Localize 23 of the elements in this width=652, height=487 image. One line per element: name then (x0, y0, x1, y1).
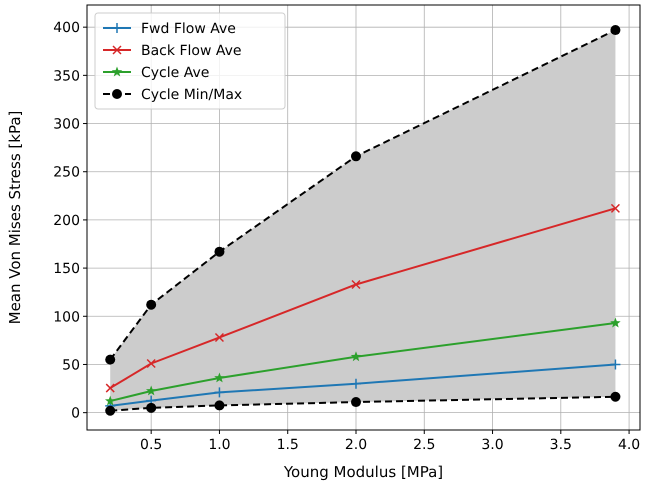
y-tick-label: 50 (62, 357, 80, 374)
legend-label: Cycle Ave (141, 65, 210, 81)
y-tick-label: 100 (53, 309, 80, 326)
legend-label: Cycle Min/Max (141, 87, 242, 103)
y-tick-label: 150 (53, 261, 80, 278)
x-axis-title: Young Modulus [MPa] (282, 463, 444, 481)
x-tick-label: 4.0 (618, 437, 640, 453)
y-tick-label: 300 (53, 116, 80, 133)
y-tick-label: 0 (71, 406, 80, 422)
x-tick-label: 1.5 (276, 437, 299, 453)
y-tick-label: 400 (53, 20, 80, 36)
legend-label: Back Flow Ave (141, 43, 242, 59)
y-tick-label: 200 (53, 212, 80, 229)
x-tick-label: 3.5 (550, 437, 572, 453)
y-tick-label: 250 (53, 164, 80, 181)
y-axis-title: Mean Von Mises Stress [kPa] (6, 110, 24, 324)
y-tick-label: 350 (53, 68, 80, 84)
legend-label: Fwd Flow Ave (141, 21, 236, 37)
x-tick-label: 2.0 (344, 437, 368, 453)
x-tick-label: 3.0 (481, 437, 504, 453)
x-tick-label: 0.5 (140, 437, 162, 453)
x-tick-label: 1.0 (208, 437, 231, 453)
x-tick-label: 2.5 (413, 437, 436, 453)
